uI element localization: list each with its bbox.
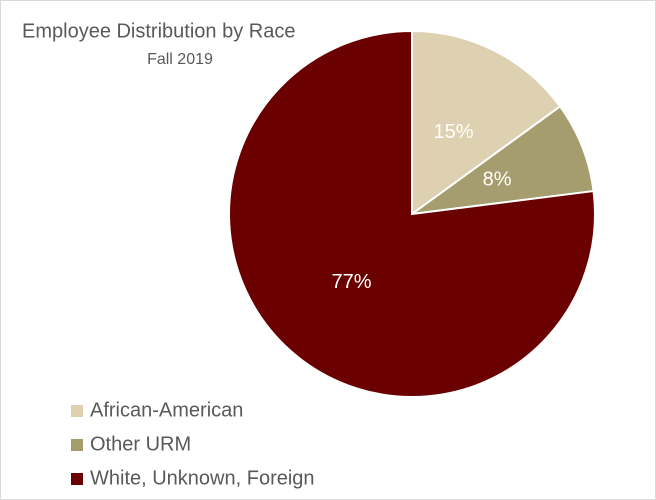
data-label: 8%: [483, 169, 512, 191]
legend-label: White, Unknown, Foreign: [90, 467, 315, 489]
pie-slice: [228, 29, 596, 398]
legend-label: African-American: [90, 399, 243, 421]
pie-slice: [411, 105, 595, 215]
legend-swatch: [71, 473, 83, 485]
pie-slice: [411, 29, 562, 216]
legend-swatch: [71, 439, 83, 451]
legend-label: Other URM: [90, 433, 191, 455]
chart-subtitle: Fall 2019: [147, 51, 213, 68]
data-label: 15%: [434, 121, 474, 143]
data-label: 77%: [331, 271, 371, 293]
legend-swatch: [71, 405, 83, 417]
chart-title: Employee Distribution by Race: [22, 20, 295, 42]
